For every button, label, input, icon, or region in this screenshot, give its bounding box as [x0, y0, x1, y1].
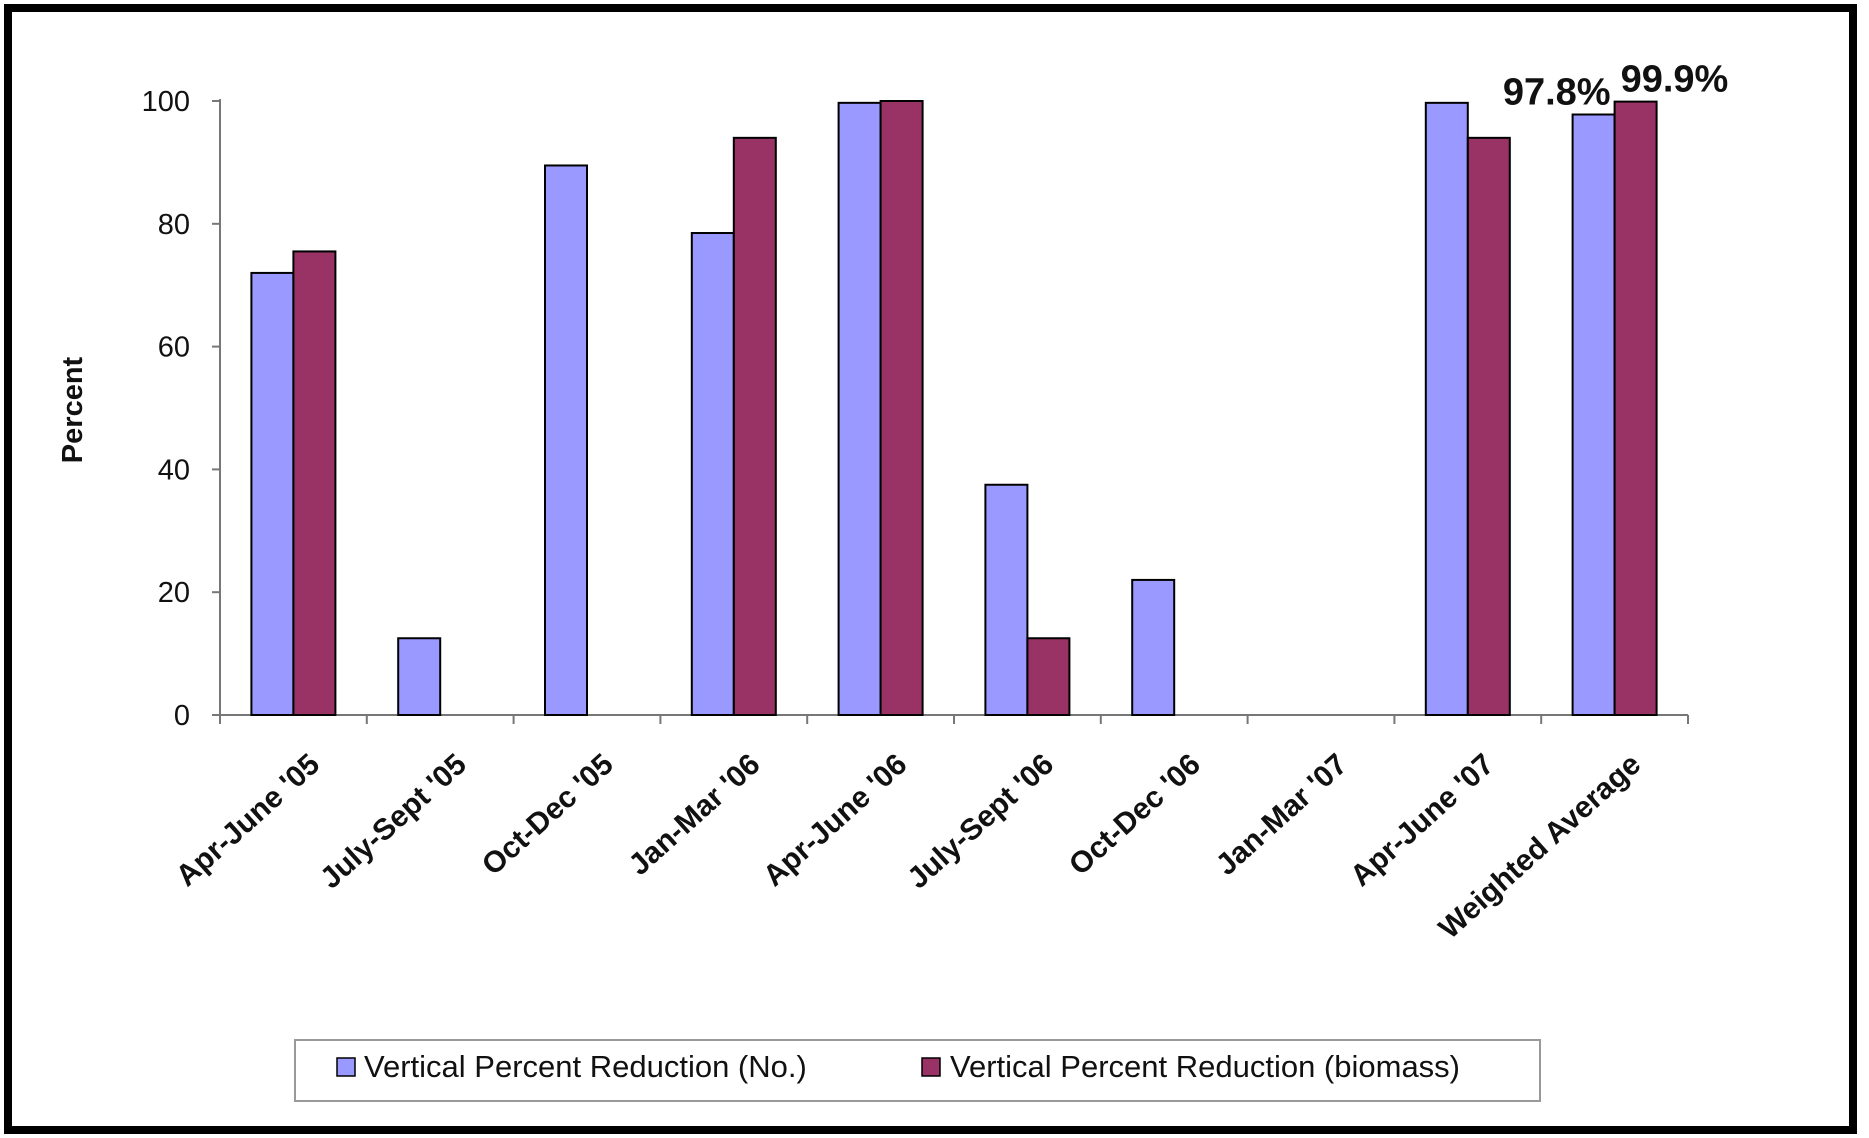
x-category-label: Oct-Dec '06	[1063, 748, 1207, 882]
bar	[1613, 100, 1658, 716]
bar	[1571, 113, 1616, 717]
legend-label-biomass: Vertical Percent Reduction (biomass)	[950, 1049, 1460, 1084]
bar	[1466, 136, 1511, 716]
y-tick-label: 40	[158, 454, 190, 486]
x-category-label: July-Sept '06	[901, 748, 1060, 896]
bar	[250, 271, 295, 716]
bar	[732, 136, 777, 716]
legend-box	[294, 1039, 1541, 1102]
x-category-label: July-Sept '05	[314, 748, 473, 896]
x-category-label: Apr-June '06	[757, 748, 913, 893]
y-tick-label: 0	[174, 700, 190, 732]
legend-label-no: Vertical Percent Reduction (No.)	[364, 1049, 807, 1084]
bar	[1131, 578, 1176, 716]
y-tick-label: 20	[158, 577, 190, 609]
bar	[837, 101, 882, 717]
bar	[1026, 637, 1071, 716]
bar	[397, 637, 442, 716]
bar	[1424, 101, 1469, 717]
y-tick-label: 60	[158, 332, 190, 364]
bar	[544, 164, 588, 717]
x-category-label: Oct-Dec '05	[476, 748, 620, 882]
bar	[292, 250, 337, 716]
y-axis-title: Percent	[57, 356, 89, 463]
legend: Vertical Percent Reduction (No.) Vertica…	[294, 1039, 1541, 1102]
x-category-label: Apr-June '07	[1344, 748, 1500, 893]
legend-swatch-biomass	[921, 1057, 941, 1077]
y-tick-label: 100	[142, 86, 190, 118]
x-category-label: Jan-Mar '06	[623, 748, 767, 882]
bar	[984, 483, 1029, 716]
bar	[690, 232, 735, 716]
x-category-label: Jan-Mar '07	[1210, 748, 1354, 882]
bar	[879, 100, 924, 716]
x-category-label: Apr-June '05	[170, 748, 326, 893]
y-tick-label: 80	[158, 209, 190, 241]
data-label: 97.8%	[1503, 72, 1611, 114]
legend-swatch-no	[336, 1057, 356, 1077]
data-label: 99.9%	[1621, 59, 1729, 101]
